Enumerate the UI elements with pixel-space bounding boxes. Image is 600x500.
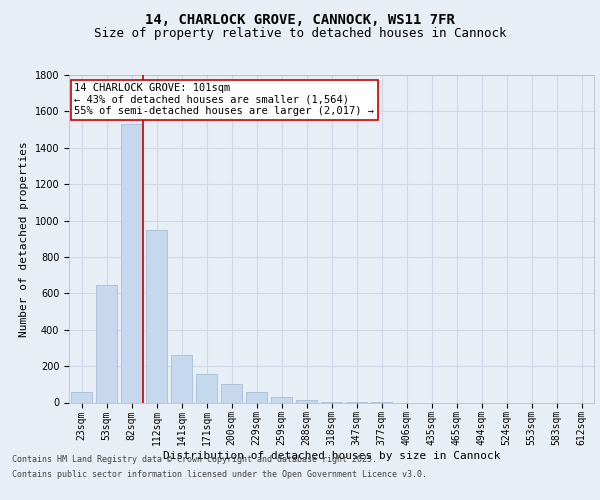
Bar bbox=[171, 355, 192, 403]
Bar bbox=[146, 230, 167, 402]
Bar bbox=[121, 124, 142, 402]
X-axis label: Distribution of detached houses by size in Cannock: Distribution of detached houses by size … bbox=[163, 451, 500, 461]
Text: Contains public sector information licensed under the Open Government Licence v3: Contains public sector information licen… bbox=[12, 470, 427, 479]
Bar bbox=[246, 392, 267, 402]
Bar bbox=[96, 285, 117, 403]
Y-axis label: Number of detached properties: Number of detached properties bbox=[19, 141, 29, 336]
Bar bbox=[271, 397, 292, 402]
Bar bbox=[196, 374, 217, 402]
Text: 14, CHARLOCK GROVE, CANNOCK, WS11 7FR: 14, CHARLOCK GROVE, CANNOCK, WS11 7FR bbox=[145, 12, 455, 26]
Text: Size of property relative to detached houses in Cannock: Size of property relative to detached ho… bbox=[94, 28, 506, 40]
Text: Contains HM Land Registry data © Crown copyright and database right 2025.: Contains HM Land Registry data © Crown c… bbox=[12, 455, 377, 464]
Bar bbox=[221, 384, 242, 402]
Bar bbox=[71, 392, 92, 402]
Bar bbox=[296, 400, 317, 402]
Text: 14 CHARLOCK GROVE: 101sqm
← 43% of detached houses are smaller (1,564)
55% of se: 14 CHARLOCK GROVE: 101sqm ← 43% of detac… bbox=[74, 83, 374, 116]
